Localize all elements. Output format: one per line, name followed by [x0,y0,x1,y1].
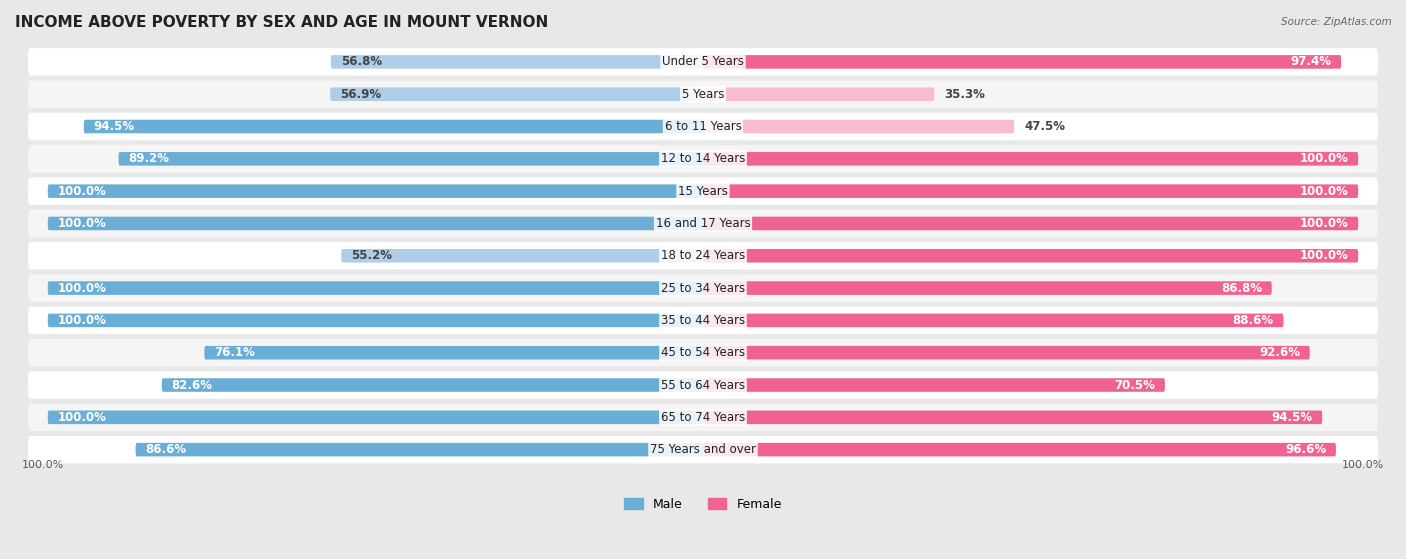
FancyBboxPatch shape [28,80,1378,108]
Text: 56.9%: 56.9% [340,88,381,101]
Text: 15 Years: 15 Years [678,184,728,198]
Text: 86.6%: 86.6% [145,443,187,456]
Text: 25 to 34 Years: 25 to 34 Years [661,282,745,295]
Text: 47.5%: 47.5% [1024,120,1066,133]
FancyBboxPatch shape [703,120,1014,133]
FancyBboxPatch shape [330,55,703,69]
Text: 100.0%: 100.0% [1299,249,1348,262]
FancyBboxPatch shape [703,249,1358,263]
FancyBboxPatch shape [28,242,1378,269]
Text: 94.5%: 94.5% [94,120,135,133]
Text: 100.0%: 100.0% [58,314,107,327]
FancyBboxPatch shape [204,346,703,359]
Text: 86.8%: 86.8% [1220,282,1263,295]
FancyBboxPatch shape [703,281,1272,295]
FancyBboxPatch shape [28,210,1378,237]
Text: 18 to 24 Years: 18 to 24 Years [661,249,745,262]
Text: Under 5 Years: Under 5 Years [662,55,744,68]
Text: 45 to 54 Years: 45 to 54 Years [661,346,745,359]
FancyBboxPatch shape [703,55,1341,69]
Text: INCOME ABOVE POVERTY BY SEX AND AGE IN MOUNT VERNON: INCOME ABOVE POVERTY BY SEX AND AGE IN M… [15,15,548,30]
FancyBboxPatch shape [118,152,703,165]
Text: 56.8%: 56.8% [340,55,382,68]
FancyBboxPatch shape [162,378,703,392]
Text: Source: ZipAtlas.com: Source: ZipAtlas.com [1281,17,1392,27]
Text: 100.0%: 100.0% [1343,459,1385,470]
FancyBboxPatch shape [48,217,703,230]
Text: 100.0%: 100.0% [1299,217,1348,230]
FancyBboxPatch shape [703,346,1310,359]
Text: 82.6%: 82.6% [172,378,212,391]
FancyBboxPatch shape [703,217,1358,230]
FancyBboxPatch shape [28,404,1378,431]
FancyBboxPatch shape [703,184,1358,198]
FancyBboxPatch shape [48,314,703,327]
FancyBboxPatch shape [703,314,1284,327]
Text: 100.0%: 100.0% [58,411,107,424]
Text: 100.0%: 100.0% [58,282,107,295]
Text: 55.2%: 55.2% [352,249,392,262]
FancyBboxPatch shape [48,281,703,295]
Text: 96.6%: 96.6% [1285,443,1326,456]
FancyBboxPatch shape [703,410,1322,424]
Text: 5 Years: 5 Years [682,88,724,101]
FancyBboxPatch shape [28,177,1378,205]
FancyBboxPatch shape [28,307,1378,334]
Text: 100.0%: 100.0% [1299,184,1348,198]
FancyBboxPatch shape [84,120,703,133]
Text: 75 Years and over: 75 Years and over [650,443,756,456]
FancyBboxPatch shape [703,443,1336,457]
FancyBboxPatch shape [48,184,703,198]
FancyBboxPatch shape [342,249,703,263]
FancyBboxPatch shape [28,145,1378,173]
FancyBboxPatch shape [28,48,1378,75]
FancyBboxPatch shape [28,274,1378,302]
FancyBboxPatch shape [330,87,703,101]
Text: 70.5%: 70.5% [1114,378,1156,391]
FancyBboxPatch shape [703,378,1166,392]
Text: 89.2%: 89.2% [128,153,169,165]
Text: 100.0%: 100.0% [21,459,63,470]
Text: 35.3%: 35.3% [943,88,986,101]
FancyBboxPatch shape [28,436,1378,463]
Text: 35 to 44 Years: 35 to 44 Years [661,314,745,327]
Text: 12 to 14 Years: 12 to 14 Years [661,153,745,165]
Text: 76.1%: 76.1% [214,346,254,359]
Text: 88.6%: 88.6% [1233,314,1274,327]
Text: 92.6%: 92.6% [1258,346,1301,359]
FancyBboxPatch shape [48,410,703,424]
FancyBboxPatch shape [135,443,703,457]
Text: 97.4%: 97.4% [1291,55,1331,68]
Text: 100.0%: 100.0% [58,184,107,198]
FancyBboxPatch shape [703,87,935,101]
Text: 100.0%: 100.0% [58,217,107,230]
FancyBboxPatch shape [28,339,1378,367]
Text: 100.0%: 100.0% [1299,153,1348,165]
Text: 55 to 64 Years: 55 to 64 Years [661,378,745,391]
Legend: Male, Female: Male, Female [619,493,787,516]
FancyBboxPatch shape [28,371,1378,399]
FancyBboxPatch shape [28,113,1378,140]
Text: 65 to 74 Years: 65 to 74 Years [661,411,745,424]
Text: 16 and 17 Years: 16 and 17 Years [655,217,751,230]
Text: 6 to 11 Years: 6 to 11 Years [665,120,741,133]
Text: 94.5%: 94.5% [1271,411,1312,424]
FancyBboxPatch shape [703,152,1358,165]
